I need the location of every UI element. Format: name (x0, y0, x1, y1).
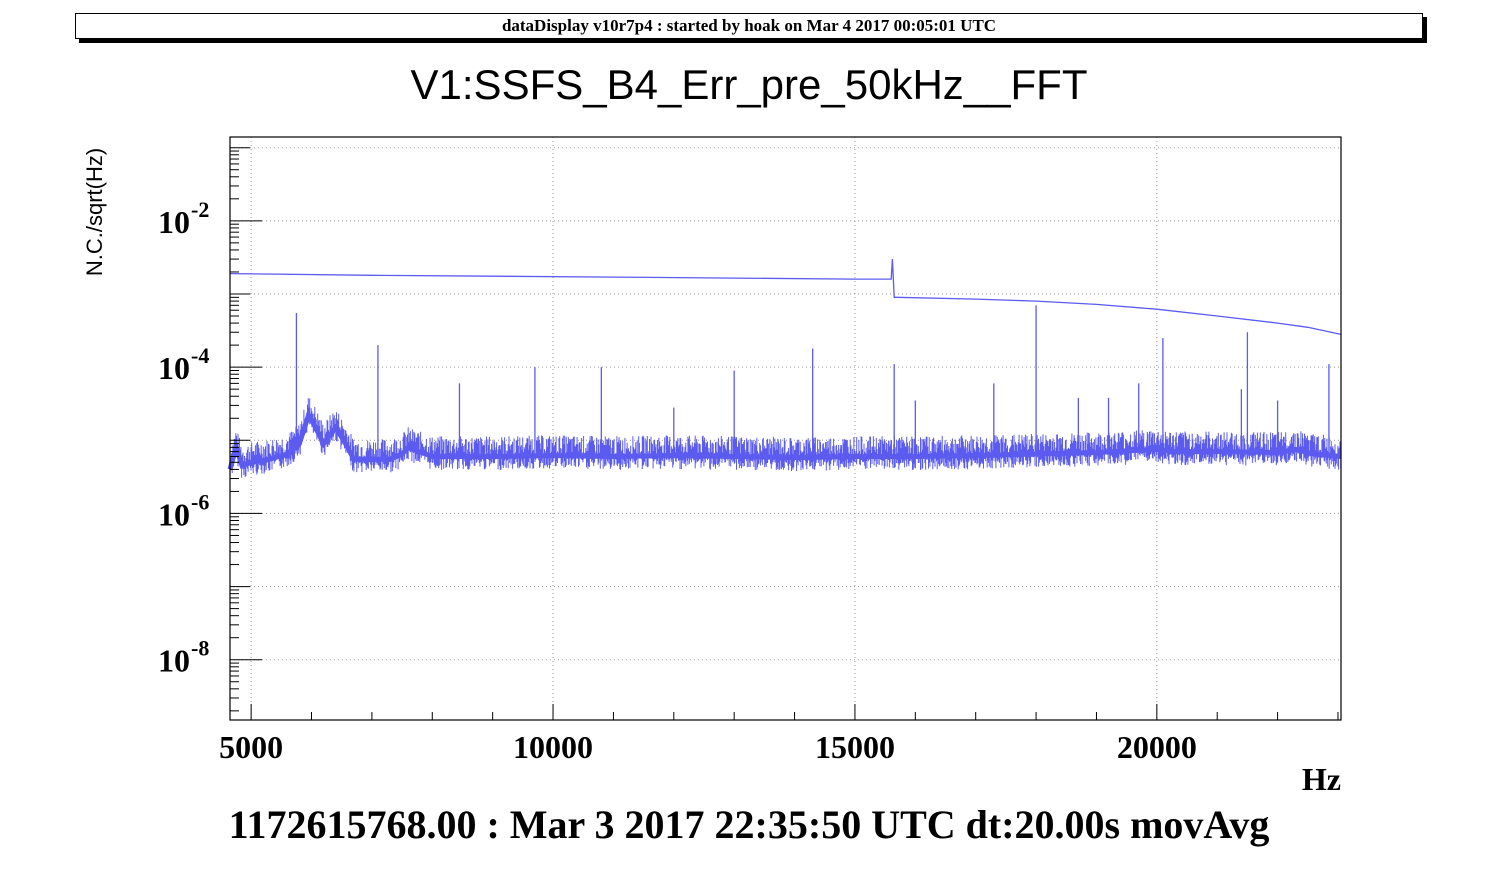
header-banner: dataDisplay v10r7p4 : started by hoak on… (75, 13, 1423, 39)
y-tick-exponent: -6 (191, 489, 209, 514)
x-tick-label: 20000 (1117, 729, 1197, 765)
series-layer (227, 259, 1342, 478)
y-tick-exponent: -4 (191, 343, 209, 368)
y-tick-label: 10 (158, 643, 190, 679)
y-tick-label: 10 (158, 204, 190, 240)
x-tick-label: 5000 (219, 729, 283, 765)
grid-lines (230, 137, 1341, 720)
series-line-1 (229, 259, 1342, 336)
chart-title: V1:SSFS_B4_Err_pre_50kHz__FFT (410, 61, 1088, 108)
x-tick-label: 15000 (815, 729, 895, 765)
y-axis-label: N.C./sqrt(Hz) (82, 148, 107, 276)
footer-timestamp: 1172615768.00 : Mar 3 2017 22:35:50 UTC … (228, 802, 1270, 847)
y-tick-label: 10 (158, 496, 190, 532)
plot-frame (229, 136, 1342, 721)
y-tick-exponent: -2 (191, 197, 209, 222)
series-noise (229, 398, 1342, 478)
y-tick-exponent: -8 (191, 636, 209, 661)
y-tick-label: 10 (158, 350, 190, 386)
axis-ticks (230, 147, 1339, 720)
x-axis-label: Hz (1302, 761, 1341, 797)
x-tick-label: 10000 (513, 729, 593, 765)
